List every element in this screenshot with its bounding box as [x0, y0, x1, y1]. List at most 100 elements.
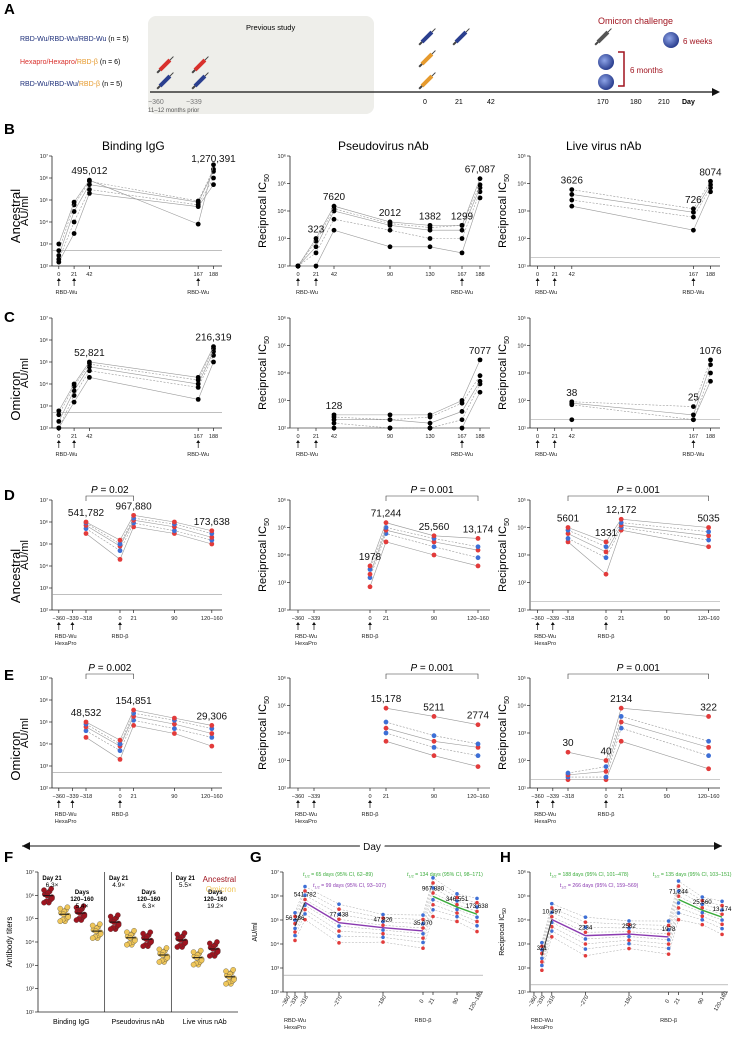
y-tick-label: 10⁵ [517, 893, 526, 900]
data-point [48, 885, 54, 892]
value-annotation: 967,880 [116, 501, 153, 512]
data-point [569, 203, 575, 209]
series-line [334, 392, 481, 429]
data-point [223, 968, 229, 974]
arrow-icon [296, 800, 300, 803]
y-tick-label: 10³ [40, 764, 48, 770]
pvalue-label: P = 0.001 [410, 663, 454, 674]
value-annotation: 495,012 [71, 166, 108, 177]
value-annotation: 321 [537, 945, 548, 952]
data-point [540, 968, 544, 973]
x-tick-label: −339 [66, 616, 79, 622]
vaccine-label: RBD-Wu [682, 290, 704, 296]
data-point [475, 555, 481, 561]
arrow-icon [314, 278, 318, 281]
data-point [337, 934, 341, 938]
pvalue-label: P = 0.001 [617, 485, 661, 496]
vaccine-label: HexaPro [534, 641, 556, 647]
y-tick-label: 10³ [278, 581, 286, 587]
data-point [691, 417, 696, 423]
panel-letter-c: C [4, 309, 15, 326]
series-line [541, 885, 723, 947]
data-point [603, 774, 609, 780]
value-annotation: 12,172 [606, 505, 637, 516]
series-line [294, 882, 478, 920]
data-point [89, 935, 96, 941]
data-point [706, 544, 711, 550]
y-tick-label: 10³ [518, 731, 526, 737]
data-point [117, 556, 123, 562]
fold-day21-label: Day 21 [109, 876, 129, 882]
data-point [87, 177, 92, 183]
value-annotation: 154,851 [116, 696, 153, 707]
data-point [666, 942, 671, 946]
x-tick-label: −270 [579, 995, 591, 1009]
data-point [337, 902, 341, 906]
value-annotation: 128 [326, 401, 343, 412]
data-point [209, 528, 215, 534]
value-annotation: 71,244 [669, 889, 688, 896]
value-annotation: 2012 [379, 208, 402, 219]
group-label: Pseudovirus nAb [112, 1019, 165, 1026]
x-tick-label: 42 [86, 272, 92, 278]
fold-late-value: 5.4× [76, 903, 89, 910]
data-point [209, 534, 215, 540]
data-point [421, 946, 425, 951]
arrow-icon [314, 440, 318, 443]
series-line [567, 525, 709, 553]
x-tick-label: 0 [536, 434, 539, 440]
group-label: Live virus nAb [183, 1019, 227, 1026]
x-tick-label: 0 [118, 794, 121, 800]
pvalue-bracket [385, 673, 479, 679]
data-point [431, 552, 437, 558]
data-point [603, 539, 609, 545]
data-point [383, 705, 389, 711]
timeline-arrow [712, 88, 720, 96]
data-point [700, 898, 705, 903]
vaccine-label: HexaPro [295, 641, 317, 647]
data-point [71, 381, 77, 387]
col-title-live: Live virus nAb [566, 139, 642, 153]
y-tick-label: 10⁶ [277, 675, 286, 682]
data-point [477, 182, 483, 188]
data-point [107, 926, 114, 932]
data-point [676, 884, 681, 888]
data-point [431, 897, 435, 902]
value-annotation: 5035 [697, 514, 720, 525]
y-tick-label: 10² [278, 786, 286, 792]
data-point [477, 176, 483, 182]
value-annotation: 8074 [699, 167, 722, 178]
syringe-icons [156, 28, 612, 90]
y-tick-label: 10⁴ [39, 741, 48, 748]
y-tick-label: 10⁵ [39, 359, 48, 366]
y-tick-label: 10¹ [518, 264, 526, 270]
panel-letter-d: D [4, 487, 15, 504]
x-tick-label: 130 [425, 434, 434, 440]
x-tick-label: 21 [618, 616, 624, 622]
data-point [140, 930, 146, 937]
x-tick-label: 21 [428, 997, 436, 1005]
fold-day21-label: Day 21 [176, 876, 196, 882]
y-tick-label: 10⁴ [270, 941, 279, 948]
data-point [666, 952, 671, 956]
pvalue-label: P = 0.002 [88, 663, 132, 674]
data-point [71, 209, 77, 214]
x-tick-label: 90 [387, 272, 393, 278]
data-point [540, 956, 544, 961]
vaccine-label: HexaPro [55, 819, 77, 825]
y-unit-label: Reciprocal IC50 [497, 696, 511, 770]
series-line [294, 916, 478, 949]
series-line [369, 529, 479, 575]
data-point [583, 942, 588, 946]
value-annotation: 71,244 [371, 509, 402, 520]
x-tick-label: 120–160 [468, 991, 484, 1013]
vaccine-label: RBD-Wu [295, 812, 317, 818]
data-point [459, 222, 465, 228]
series-line [541, 919, 723, 971]
data-point [455, 899, 459, 903]
series-line [369, 541, 479, 587]
x-tick-label: −180 [622, 995, 634, 1009]
vaccine-label: RBD-Wu [55, 812, 77, 818]
